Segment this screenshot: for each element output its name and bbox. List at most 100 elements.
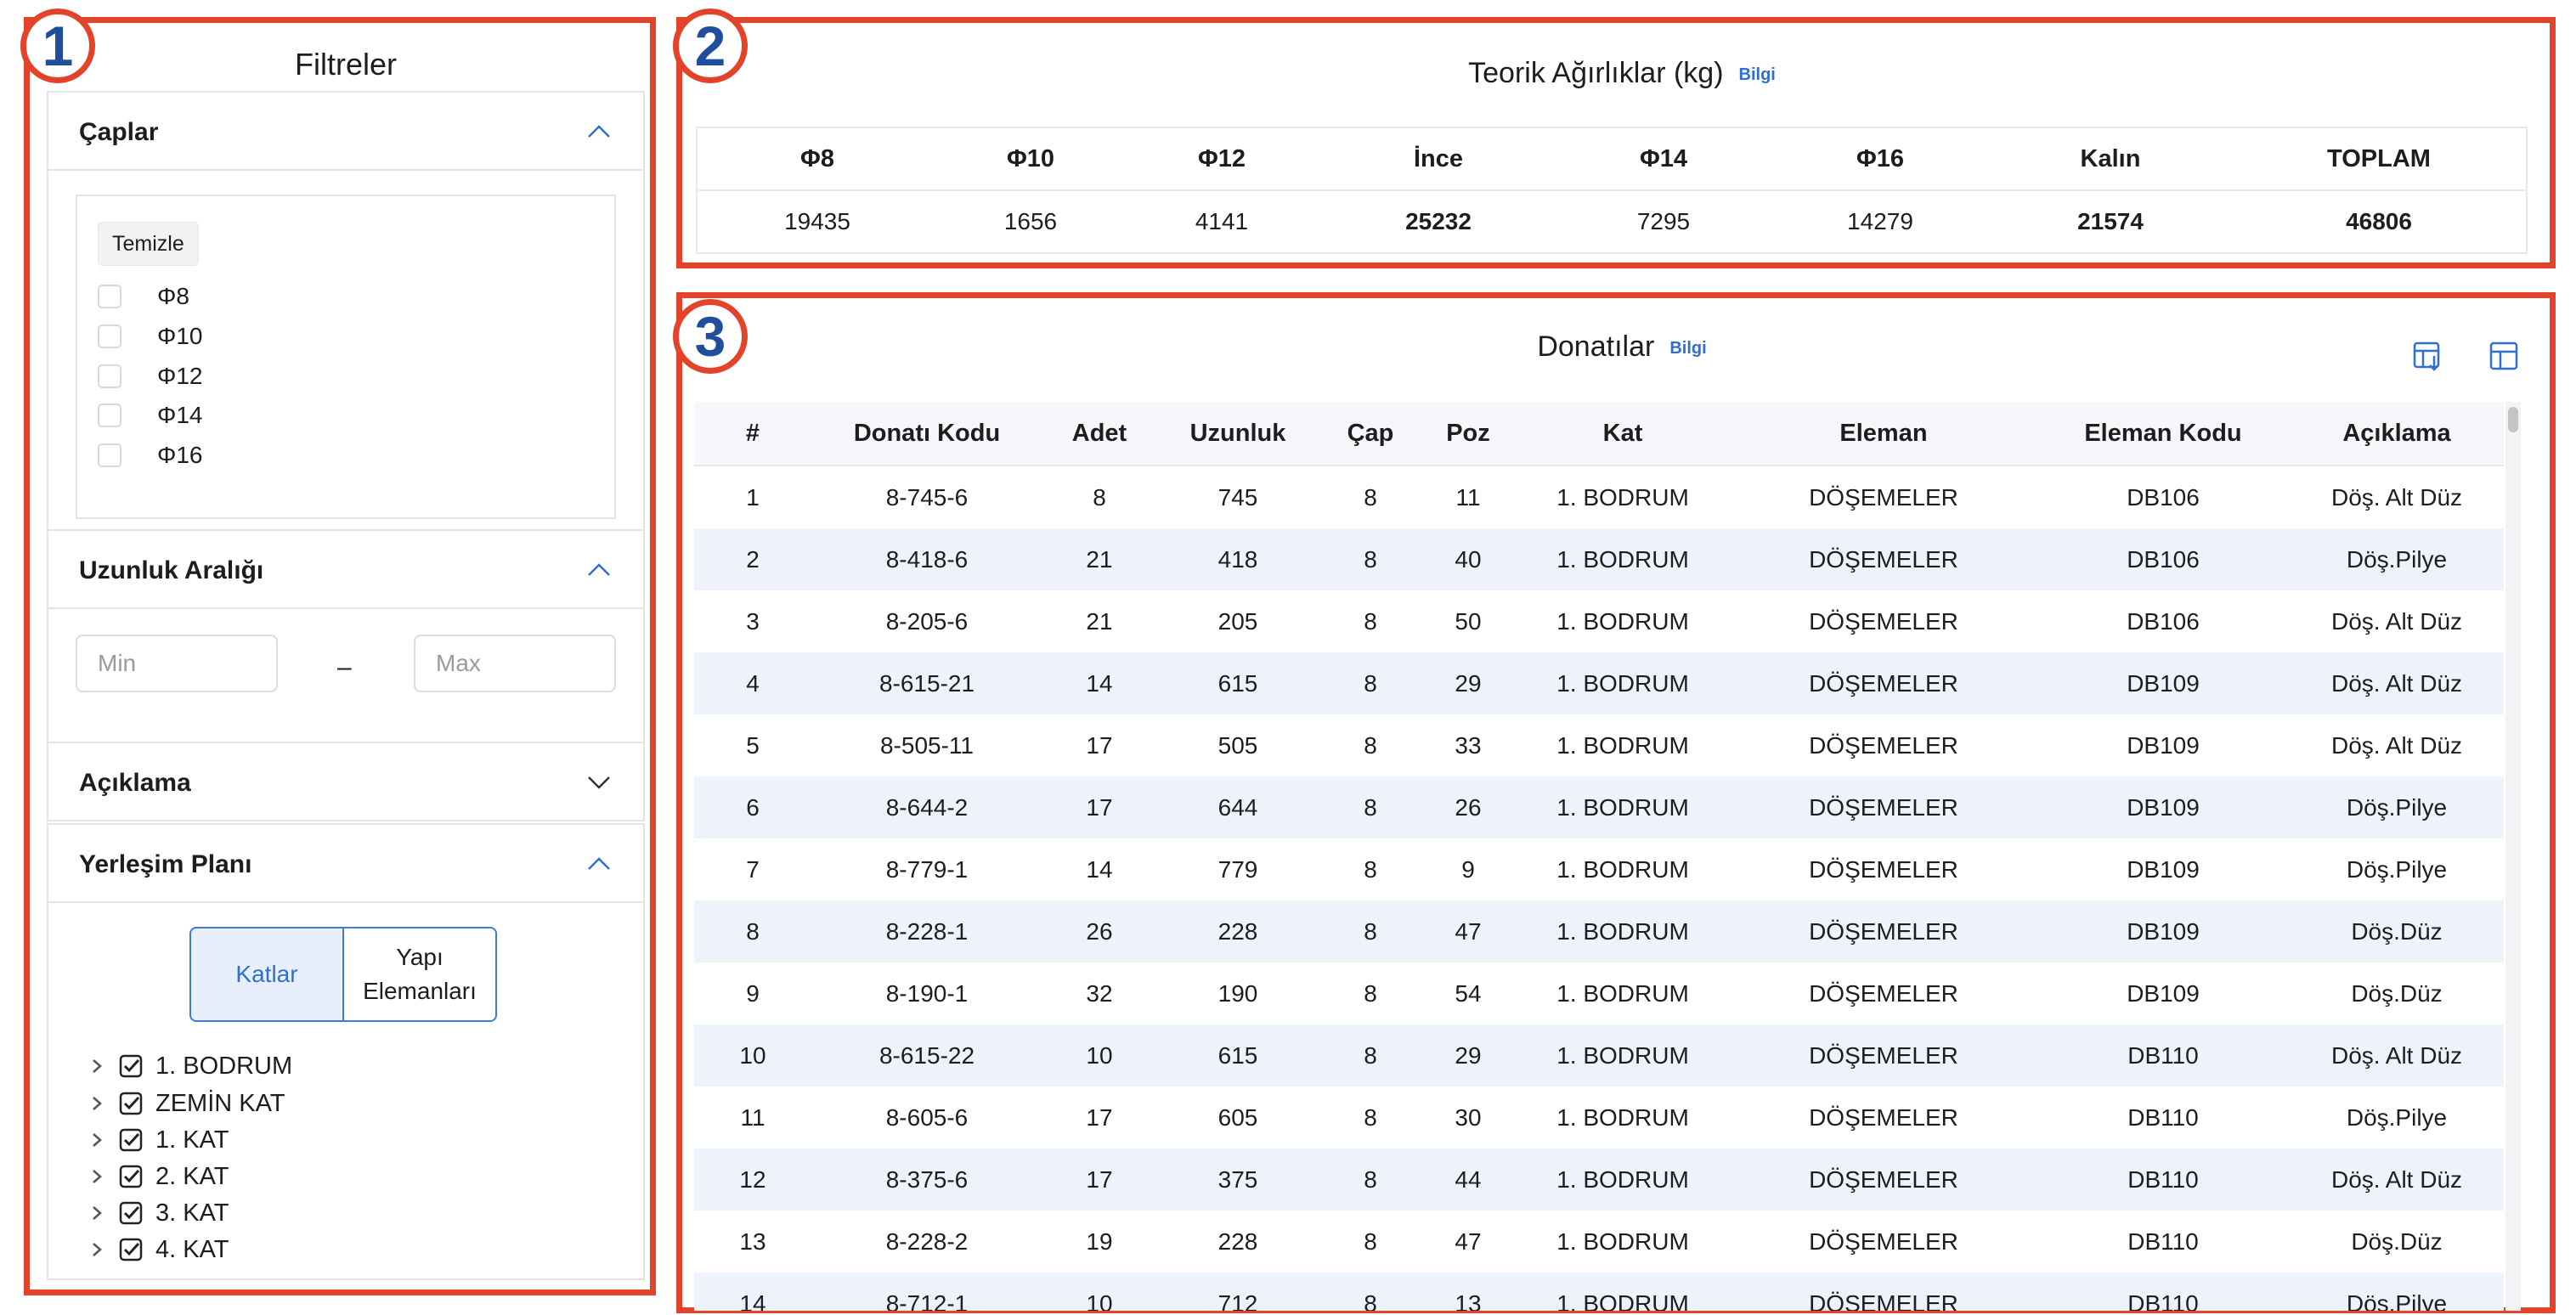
table-row[interactable]: 11 8-605-6 17 605 8 30 1. BODRUM DÖŞEMELER DB110… xyxy=(694,1086,2504,1149)
column-header[interactable]: Kat xyxy=(1602,419,1643,447)
chevron-up-icon[interactable] xyxy=(585,850,613,878)
caplar-option[interactable]: Φ8 xyxy=(98,279,189,313)
column-header[interactable]: Donatı Kodu xyxy=(853,419,1001,447)
table-row[interactable]: 7 8-779-1 14 779 8 9 1. BODRUM DÖŞEMELER DB109 Dö… xyxy=(694,838,2504,900)
donatilar-info-link[interactable]: Bilgi xyxy=(1669,338,1707,358)
table-row[interactable]: 12 8-375-6 17 375 8 44 1. BODRUM DÖŞEMELER DB110… xyxy=(694,1149,2504,1211)
tree-node[interactable]: 3. KAT xyxy=(88,1196,229,1230)
chevron-down-icon[interactable] xyxy=(585,769,613,796)
max-length-input[interactable]: Max xyxy=(414,635,616,692)
table-row[interactable]: 13 8-228-2 19 228 8 47 1. BODRUM DÖŞEMELER DB110… xyxy=(694,1211,2504,1273)
tree-node[interactable]: ZEMİN KAT xyxy=(88,1086,285,1120)
checkbox[interactable] xyxy=(98,325,121,348)
uzunluk-section-header[interactable]: Uzunluk Aralığı xyxy=(47,529,645,609)
table-cell: 615 xyxy=(1217,1041,1258,1069)
table-row[interactable]: 4 8-615-21 14 615 8 29 1. BODRUM DÖŞEMELER DB109… xyxy=(694,652,2504,714)
chevron-right-icon[interactable] xyxy=(88,1057,106,1075)
clear-button[interactable]: Temizle xyxy=(98,222,199,266)
checkbox[interactable] xyxy=(98,443,121,467)
caplar-option[interactable]: Φ14 xyxy=(98,398,202,432)
table-cell: DB109 xyxy=(2127,669,2200,697)
table-cell: DÖŞEMELER xyxy=(1809,1103,1958,1131)
column-header[interactable]: Açıklama xyxy=(2342,419,2451,447)
table-row[interactable]: 2 8-418-6 21 418 8 40 1. BODRUM DÖŞEMELER DB106 D… xyxy=(694,528,2504,590)
column-header[interactable]: Eleman Kodu xyxy=(2084,419,2242,447)
chevron-right-icon[interactable] xyxy=(88,1094,106,1113)
table-cell: Döş.Pilye xyxy=(2346,1103,2448,1131)
caplar-option-label: Φ10 xyxy=(157,323,203,349)
table-row[interactable]: 9 8-190-1 32 190 8 54 1. BODRUM DÖŞEMELER DB109 D… xyxy=(694,962,2504,1024)
table-row[interactable]: 8 8-228-1 26 228 8 47 1. BODRUM DÖŞEMELER DB109 D… xyxy=(694,900,2504,962)
table-cell: DÖŞEMELER xyxy=(1809,917,1958,945)
checkbox[interactable] xyxy=(98,364,121,388)
checkbox-checked-icon[interactable] xyxy=(118,1053,144,1079)
yerlesim-label: Yerleşim Planı xyxy=(79,850,252,878)
table-row[interactable]: 5 8-505-11 17 505 8 33 1. BODRUM DÖŞEMELER DB109… xyxy=(694,714,2504,776)
aciklama-section-header[interactable]: Açıklama xyxy=(47,742,645,821)
caplar-option-label: Φ16 xyxy=(157,442,203,468)
table-cell: 14 xyxy=(1086,855,1113,883)
chevron-right-icon[interactable] xyxy=(88,1204,106,1222)
checkbox-checked-icon[interactable] xyxy=(118,1200,144,1226)
tab-katlar[interactable]: Katlar xyxy=(189,927,344,1022)
weights-value-cell: 7295 xyxy=(1636,208,1691,234)
table-row[interactable]: 1 8-745-6 8 745 8 11 1. BODRUM DÖŞEMELER DB106 Dö… xyxy=(694,466,2504,528)
table-cell: 8-505-11 xyxy=(879,731,974,759)
checkbox-checked-icon[interactable] xyxy=(118,1127,144,1153)
min-length-input[interactable]: Min xyxy=(76,635,278,692)
table-cell: DB110 xyxy=(2127,1041,2199,1069)
table-cell: Döş.Düz xyxy=(2351,1228,2443,1255)
chevron-up-icon[interactable] xyxy=(585,118,613,145)
table-cell: 1. BODRUM xyxy=(1556,545,1689,573)
table-cell: 33 xyxy=(1455,731,1482,759)
chevron-right-icon[interactable] xyxy=(88,1167,106,1186)
table-cell: 1. BODRUM xyxy=(1556,979,1689,1007)
table-cell: DÖŞEMELER xyxy=(1809,979,1958,1007)
table-cell: 54 xyxy=(1455,979,1482,1007)
table-row[interactable]: 3 8-205-6 21 205 8 50 1. BODRUM DÖŞEMELER DB106 D… xyxy=(694,590,2504,652)
checkbox[interactable] xyxy=(98,404,121,427)
column-header[interactable]: Uzunluk xyxy=(1189,419,1286,447)
weights-info-link[interactable]: Bilgi xyxy=(1738,65,1776,84)
chevron-right-icon[interactable] xyxy=(88,1240,106,1259)
checkbox-checked-icon[interactable] xyxy=(118,1164,144,1189)
chevron-right-icon[interactable] xyxy=(88,1131,106,1149)
checkbox-checked-icon[interactable] xyxy=(118,1237,144,1262)
column-header[interactable]: Poz xyxy=(1446,419,1490,447)
table-cell: DB110 xyxy=(2127,1290,2199,1312)
tree-node[interactable]: 1. BODRUM xyxy=(88,1049,292,1083)
caplar-option[interactable]: Φ16 xyxy=(98,438,202,472)
checkbox-checked-icon[interactable] xyxy=(118,1091,144,1116)
table-cell: DÖŞEMELER xyxy=(1809,1290,1958,1312)
table-row[interactable]: 10 8-615-22 10 615 8 29 1. BODRUM DÖŞEMELER DB11… xyxy=(694,1024,2504,1086)
table-row[interactable]: 14 8-712-1 10 712 8 13 1. BODRUM DÖŞEMELER DB110… xyxy=(694,1273,2504,1311)
tree-node[interactable]: 1. KAT xyxy=(88,1123,229,1157)
column-header[interactable]: Eleman xyxy=(1839,419,1928,447)
table-cell: 1. BODRUM xyxy=(1556,483,1689,511)
table-row[interactable]: 6 8-644-2 17 644 8 26 1. BODRUM DÖŞEMELER DB109 D… xyxy=(694,776,2504,838)
caplar-option[interactable]: Φ10 xyxy=(98,319,202,353)
column-header[interactable]: Adet xyxy=(1071,419,1127,447)
vertical-scrollbar[interactable] xyxy=(2505,402,2521,1311)
scrollbar-thumb[interactable] xyxy=(2508,407,2518,432)
tree-node[interactable]: 4. KAT xyxy=(88,1233,229,1267)
caplar-option[interactable]: Φ12 xyxy=(98,359,202,393)
table-columns-icon[interactable] xyxy=(2487,339,2521,373)
checkbox[interactable] xyxy=(98,285,121,308)
column-header[interactable]: # xyxy=(745,419,760,447)
chevron-up-icon[interactable] xyxy=(585,556,613,584)
tab-yapi-elemanlari[interactable]: Yapı Elemanları xyxy=(342,927,497,1022)
table-cell: 13 xyxy=(1455,1290,1482,1312)
table-cell: 8 xyxy=(1364,917,1377,945)
column-header[interactable]: Çap xyxy=(1347,419,1394,447)
weights-header-cell: Kalın xyxy=(2080,144,2141,172)
table-cell: DB109 xyxy=(2127,979,2200,1007)
table-cell: 745 xyxy=(1217,483,1258,511)
yerlesim-section-header[interactable]: Yerleşim Planı xyxy=(47,823,645,903)
tree-node[interactable]: 2. KAT xyxy=(88,1160,229,1194)
table-cell: 5 xyxy=(746,731,760,759)
table-export-icon[interactable] xyxy=(2410,339,2444,373)
table-cell: 1. BODRUM xyxy=(1556,669,1689,697)
caplar-section-header[interactable]: Çaplar xyxy=(47,91,645,171)
table-cell: 8 xyxy=(1364,607,1377,635)
